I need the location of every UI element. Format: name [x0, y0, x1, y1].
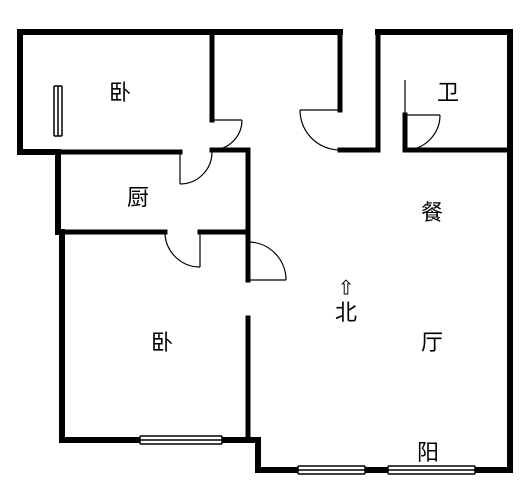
- label-kitchen: 厨: [127, 185, 149, 210]
- doors: [165, 80, 440, 280]
- label-living: 厅: [421, 330, 443, 355]
- label-balcony: 阳: [417, 440, 439, 465]
- label-north: 北: [335, 300, 357, 325]
- label-dining: 餐: [421, 200, 443, 225]
- north-arrow-icon: ⇧: [338, 278, 355, 300]
- label-bathroom: 卫: [437, 80, 459, 105]
- label-bedroom_bot: 卧: [151, 330, 173, 355]
- label-bedroom_top: 卧: [109, 80, 131, 105]
